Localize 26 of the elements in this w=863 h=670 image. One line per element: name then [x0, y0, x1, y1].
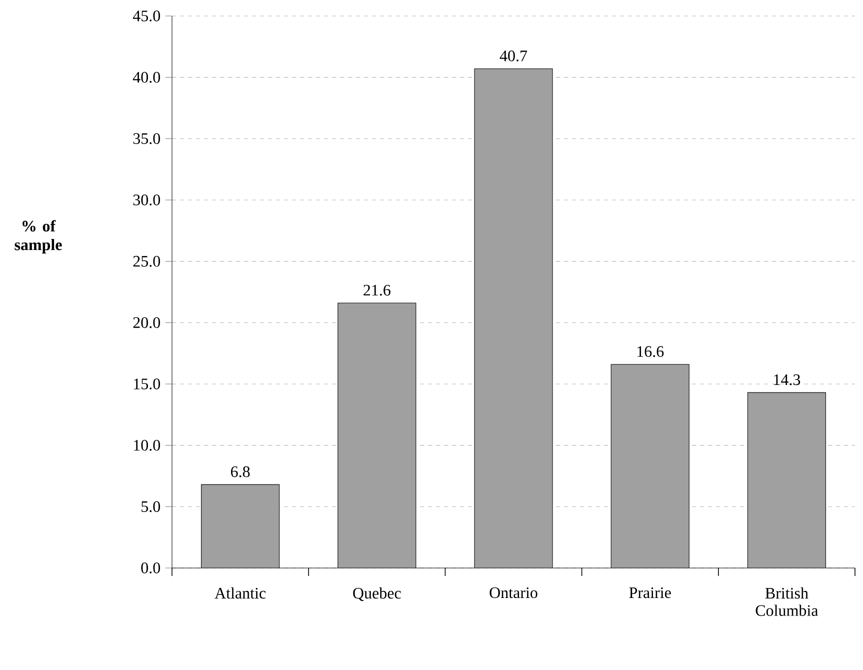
data-label: 21.6 — [364, 284, 390, 296]
x-tick-label: Ontario — [490, 587, 538, 598]
bar — [747, 392, 826, 568]
data-label: 40.7 — [500, 50, 528, 62]
x-tick-label: Prairie — [629, 587, 671, 598]
x-tick-label: British Columbia — [756, 587, 818, 616]
y-tick-label: 25.0 — [133, 256, 160, 267]
data-label: 14.3 — [774, 374, 800, 386]
y-tick-label: 30.0 — [133, 194, 160, 206]
bar — [201, 484, 280, 568]
y-tick-label: 5.0 — [142, 501, 160, 512]
y-tick-label: 45.0 — [132, 10, 160, 22]
x-tick-label: Atlantic — [214, 587, 266, 599]
x-tick-label: Quebec — [353, 587, 401, 602]
y-tick-label: 0.0 — [141, 562, 160, 574]
y-tick-label: 15.0 — [134, 378, 160, 390]
y-tick-label: 40.0 — [132, 72, 160, 83]
y-tick-label: 10.0 — [134, 440, 160, 451]
bar — [474, 68, 552, 568]
y-axis-title: % of sample — [14, 220, 62, 254]
y-tick-label: 35.0 — [133, 133, 160, 144]
bar — [338, 303, 416, 568]
y-tick-label: 20.0 — [133, 317, 160, 328]
data-label: 16.6 — [638, 346, 664, 357]
bar — [611, 364, 690, 568]
data-label: 6.8 — [230, 466, 250, 478]
